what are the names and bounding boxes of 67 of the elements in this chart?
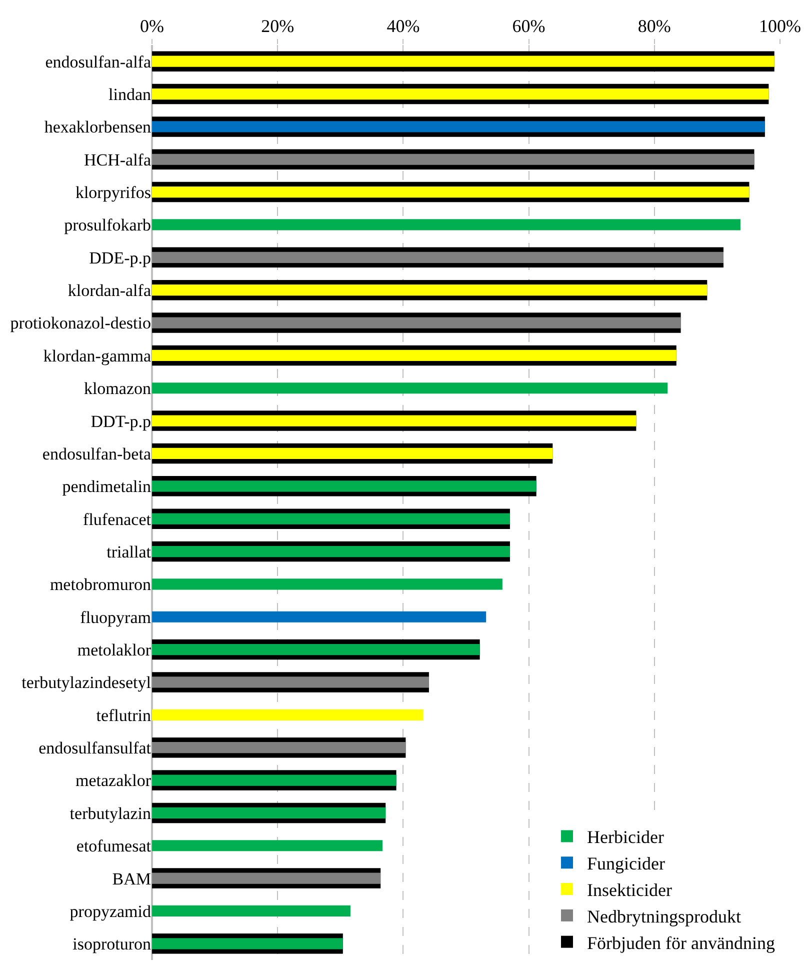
- bar: [152, 56, 774, 67]
- y-tick-label: klordan-gamma: [43, 346, 152, 366]
- legend-label: Insekticider: [587, 880, 672, 900]
- y-tick-label: DDE-p.p: [89, 248, 151, 268]
- bar: [152, 709, 424, 720]
- y-tick-label: prosulfokarb: [64, 216, 151, 235]
- y-tick-label: lindan: [108, 84, 152, 104]
- y-tick-label: klomazon: [84, 379, 152, 398]
- y-tick-label: BAM: [112, 869, 151, 888]
- y-tick-label: fluopyram: [80, 608, 151, 627]
- bar: [152, 774, 396, 786]
- bar: [152, 382, 668, 394]
- bar: [152, 186, 750, 198]
- bar: [152, 578, 502, 590]
- bar: [152, 121, 765, 132]
- bar: [152, 872, 381, 884]
- x-tick-label: 40%: [386, 16, 420, 36]
- y-tick-label: propyzamid: [70, 902, 152, 921]
- y-tick-label: etofumesat: [76, 836, 152, 856]
- y-tick-label: pendimetalin: [62, 477, 152, 496]
- y-tick-label: protiokonazol-destio: [10, 314, 151, 333]
- legend-label: Nedbrytningsprodukt: [587, 906, 741, 926]
- bar: [152, 611, 486, 622]
- x-tick-label: 80%: [638, 16, 671, 36]
- bar: [152, 448, 553, 460]
- bar: [152, 938, 343, 950]
- y-tick-label: metobromuron: [50, 575, 152, 594]
- y-tick-label: isoproturon: [72, 934, 152, 954]
- bar: [152, 742, 406, 754]
- legend-label: Fungicider: [587, 854, 665, 874]
- y-tick-label: flufenacet: [83, 510, 152, 529]
- bar: [152, 284, 708, 296]
- bar: [152, 154, 754, 165]
- bar: [152, 252, 724, 263]
- bar: [152, 415, 636, 426]
- y-tick-label: terbutylazin: [70, 804, 152, 823]
- y-tick-label: HCH-alfa: [84, 150, 152, 170]
- x-tick-label: 0%: [140, 16, 164, 36]
- bar: [152, 905, 350, 917]
- y-tick-label: endosulfan-alfa: [45, 52, 152, 72]
- bar: [152, 480, 536, 492]
- bar: [152, 88, 769, 100]
- y-tick-label: endosulfan-beta: [42, 444, 152, 464]
- y-tick-label: klordan-alfa: [68, 281, 152, 300]
- bar: [152, 350, 676, 361]
- legend-label: Förbjuden för användning: [587, 932, 775, 953]
- x-tick-label: 20%: [261, 16, 294, 36]
- bar: [152, 513, 510, 524]
- y-tick-label: metazaklor: [75, 771, 152, 790]
- bar: [152, 317, 681, 328]
- y-tick-label: teflutrin: [96, 706, 152, 725]
- y-tick-label: klorpyrifos: [75, 183, 151, 202]
- x-tick-label: 60%: [512, 16, 546, 36]
- y-tick-label: hexaklorbensen: [44, 118, 152, 137]
- bar: [152, 807, 386, 818]
- legend-label: Herbicider: [587, 827, 664, 848]
- bar: [152, 219, 740, 230]
- bar: [152, 546, 510, 558]
- bar: [152, 840, 382, 852]
- y-tick-label: terbutylazindesetyl: [22, 673, 152, 692]
- bar: [152, 676, 429, 688]
- y-tick-label: metolaklor: [77, 640, 152, 660]
- bar: [152, 644, 480, 656]
- y-tick-label: triallat: [106, 542, 152, 562]
- x-tick-label: 100%: [759, 16, 801, 36]
- y-tick-label: DDT-p.p: [90, 412, 151, 431]
- y-tick-label: endosulfansulfat: [38, 738, 152, 758]
